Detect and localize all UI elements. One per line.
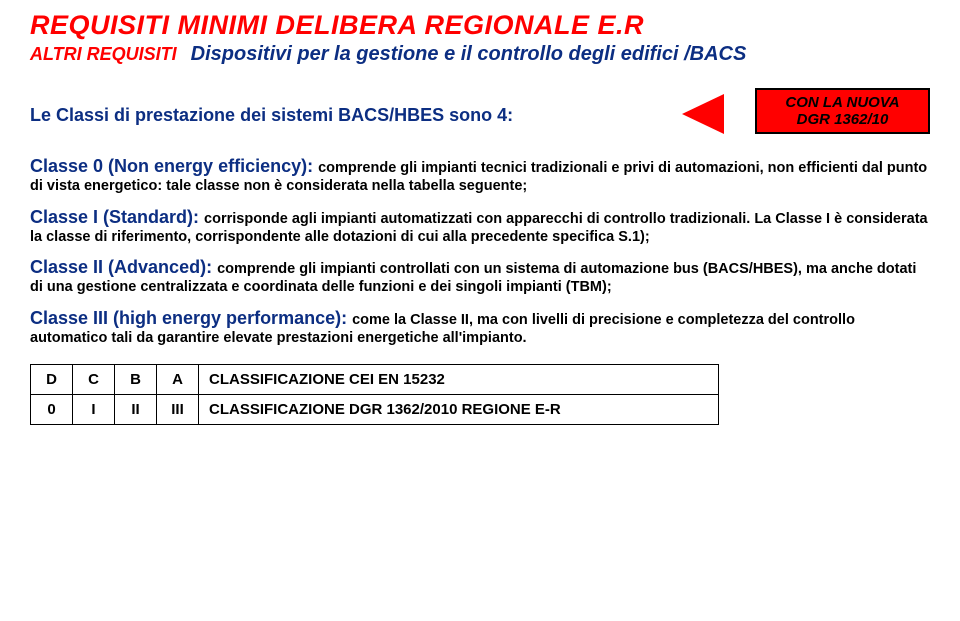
cell-r2c0: 0	[31, 394, 73, 424]
class0-label: Classe 0 (Non energy efficiency):	[30, 156, 318, 176]
cell-r2label: CLASSIFICAZIONE DGR 1362/2010 REGIONE E-…	[199, 394, 719, 424]
callout-wrap: CON LA NUOVA DGR 1362/10	[722, 88, 930, 142]
subtitle-right: Dispositivi per la gestione e il control…	[191, 43, 747, 66]
cell-r1label: CLASSIFICAZIONE CEI EN 15232	[199, 364, 719, 394]
main-title: REQUISITI MINIMI DELIBERA REGIONALE E.R	[30, 10, 930, 41]
class2-para: Classe II (Advanced): comprende gli impi…	[30, 257, 930, 297]
table-row: D C B A CLASSIFICAZIONE CEI EN 15232	[31, 364, 719, 394]
class1-para: Classe I (Standard): corrisponde agli im…	[30, 207, 930, 247]
subtitle-right-suffix: /BACS	[684, 43, 746, 65]
cell-r1c1: C	[73, 364, 115, 394]
subtitle-row: ALTRI REQUISITI Dispositivi per la gesti…	[30, 43, 930, 66]
class3-label: Classe III (high energy performance):	[30, 308, 352, 328]
callout-box: CON LA NUOVA DGR 1362/10	[755, 88, 930, 134]
subtitle-right-prefix: Dispositivi per la gestione e il control…	[191, 43, 684, 65]
classes-intro: Le Classi di prestazione dei sistemi BAC…	[30, 105, 513, 126]
cell-r2c2: II	[115, 394, 157, 424]
cell-r1c2: B	[115, 364, 157, 394]
class0-para: Classe 0 (Non energy efficiency): compre…	[30, 156, 930, 196]
class1-label: Classe I (Standard):	[30, 207, 204, 227]
arrow-left-icon	[682, 94, 724, 134]
cell-r2c3: III	[157, 394, 199, 424]
class2-label: Classe II (Advanced):	[30, 257, 217, 277]
table-row: 0 I II III CLASSIFICAZIONE DGR 1362/2010…	[31, 394, 719, 424]
cell-r1c3: A	[157, 364, 199, 394]
cell-r2c1: I	[73, 394, 115, 424]
classes-row: Le Classi di prestazione dei sistemi BAC…	[30, 88, 930, 142]
cell-r1c0: D	[31, 364, 73, 394]
callout-line1: CON LA NUOVA	[757, 94, 928, 111]
callout-line2: DGR 1362/10	[757, 111, 928, 128]
subtitle-left: ALTRI REQUISITI	[30, 44, 177, 65]
classification-table: D C B A CLASSIFICAZIONE CEI EN 15232 0 I…	[30, 364, 930, 425]
class3-para: Classe III (high energy performance): co…	[30, 308, 930, 348]
